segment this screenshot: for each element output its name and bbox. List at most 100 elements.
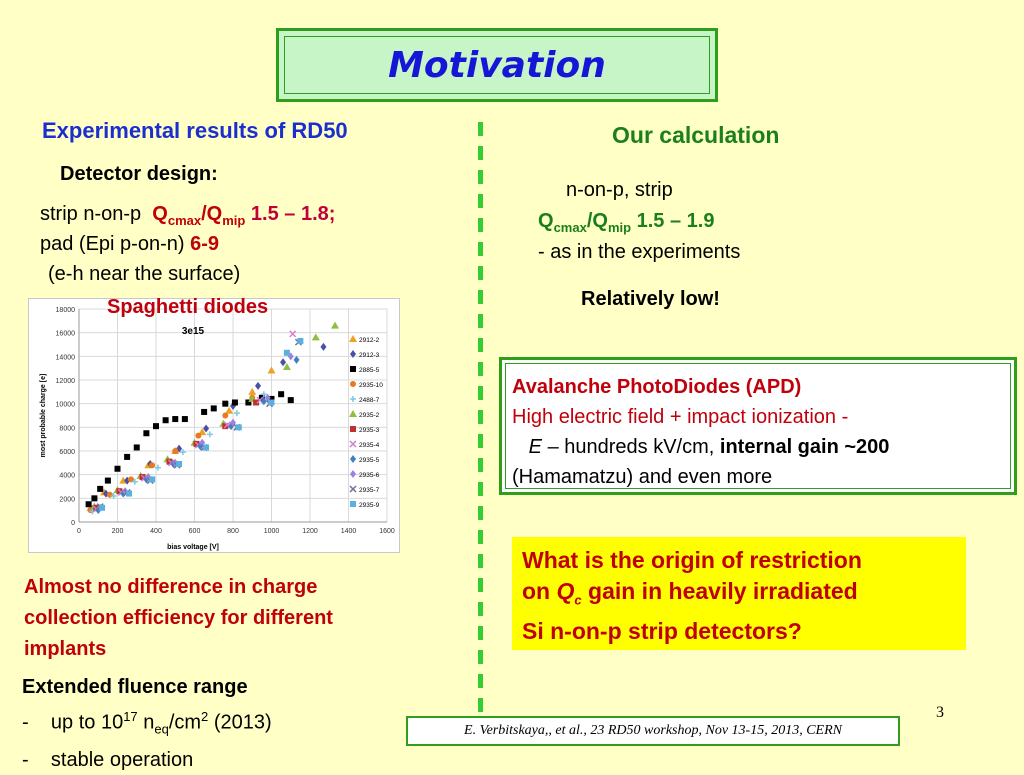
data-point [248,387,257,395]
data-point [154,464,161,471]
extended-item-1: - up to 1017 neq/cm2 (2013) [22,702,272,745]
legend-marker [349,410,357,417]
slash-right: / [586,210,593,232]
data-point [124,476,131,485]
question-line-2: on Qc gain in heavily irradiated [522,576,956,616]
data-point [106,491,113,498]
data-point [222,412,229,419]
year: (2013) [213,711,272,734]
data-point [268,395,275,402]
data-point [282,362,291,370]
scatter-chart: 0200040006000800010000120001400016000180… [40,307,395,551]
data-point [149,462,156,469]
pad-value: 6-9 [190,233,219,255]
x-tick-label: 1000 [264,528,280,535]
per-cm: /cm [168,711,202,734]
data-point [133,444,140,451]
chart-frame: 0 2000 4000 6000 8000 10000 12000 14000 16000 180… [28,298,400,553]
eh-note: (e-h near the surface) [48,263,241,285]
data-point [331,321,340,329]
calc-line-1: n-on-p, strip [566,179,673,201]
apd-title: Avalanche PhotoDiodes (APD) [512,376,802,398]
data-point [245,399,252,406]
eq-sub: eq [154,721,169,737]
page-number: 3 [936,704,944,721]
dash: - [22,711,29,734]
almost-line-2: collection efficiency for different [24,607,333,629]
citation-box: E. Verbitskaya,, et al., 23 RD50 worksho… [406,716,900,746]
extended-item-2: - stable operation [22,745,272,775]
legend-marker [350,396,356,402]
y-tick-label: 16000 [56,331,76,338]
data-point [172,416,179,423]
citation-text: E. Verbitskaya,, et al., 23 RD50 worksho… [464,723,842,738]
data-point [260,391,267,398]
apd-line-3: E – hundreds kV/cm, internal gain ~200 [512,432,1004,462]
data-point [230,418,236,427]
y-tick-label: 4000 [59,473,75,480]
legend-marker [350,455,356,463]
data-point [124,453,131,460]
legend-marker [349,335,357,342]
data-point [126,490,133,497]
data-point [172,448,179,454]
title-inner-frame: Motivation [284,36,710,94]
data-point [203,444,210,451]
title-box: Motivation [276,28,718,102]
pad-line: pad (Epi p-on-n) 6-9 [40,233,219,256]
legend-marker [350,366,356,372]
legend-label: 2935-4 [359,442,380,449]
data-point [201,408,208,415]
data-point [153,423,159,430]
exponent-17: 17 [123,709,138,724]
data-point [267,366,276,374]
y-tick-label: 0 [71,520,75,527]
data-point [206,431,213,438]
data-point [104,477,111,484]
x-tick-label: 1200 [302,528,318,535]
y-tick-label: 14000 [56,354,76,361]
data-point [283,349,290,356]
data-point [311,333,320,341]
data-point [280,358,287,367]
legend-label: 2935-9 [359,502,380,509]
c-sub: c [574,592,582,608]
legend-label: 2935-10 [359,382,383,389]
y-tick-label: 8000 [59,425,75,432]
data-point [199,438,206,447]
data-point [91,495,98,502]
data-point [260,397,267,406]
question-on: on [522,578,557,604]
almost-line-1: Almost no difference in charge [24,576,318,598]
data-point [289,330,297,338]
legend-marker [350,470,356,478]
data-point [230,402,236,411]
legend-label: 2935-7 [359,487,380,494]
x-tick-label: 0 [77,528,81,535]
y-tick-label: 2000 [59,496,75,503]
data-point [149,476,156,483]
legend-label: 2488-7 [359,397,380,404]
data-point [210,405,217,412]
data-point [99,504,106,511]
q-symbol-right: Q [538,210,554,232]
slide-title: Motivation [388,44,606,86]
e-variable: E [528,436,543,458]
question-line-1: What is the origin of restriction [522,547,862,573]
legend-marker [350,501,356,507]
dashed-divider [478,122,483,722]
y-tick-label: 18000 [56,307,76,314]
data-point [114,465,121,472]
strip-value: 1.5 – 1.8; [250,203,336,225]
y-axis-label: most probable charge [e] [40,374,47,458]
q-c-var: Q [556,578,575,604]
legend-label: 2912-2 [359,337,380,344]
data-point [233,410,240,417]
data-point [131,478,138,485]
legend-label: 2885-5 [359,367,380,374]
legend-marker [350,426,356,432]
apd-line-4: (Hamamatzu) and even more [512,466,773,488]
data-point [143,430,150,437]
data-point [228,422,235,431]
x-tick-label: 200 [112,528,124,535]
